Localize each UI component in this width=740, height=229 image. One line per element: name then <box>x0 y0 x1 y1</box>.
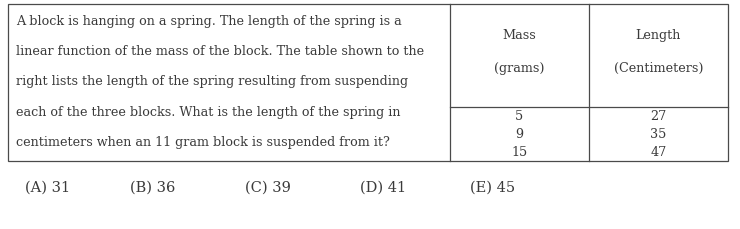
Text: (Centimeters): (Centimeters) <box>613 62 703 75</box>
Text: right lists the length of the spring resulting from suspending: right lists the length of the spring res… <box>16 75 408 88</box>
Text: (grams): (grams) <box>494 62 545 75</box>
Bar <box>8 5 728 161</box>
Text: (D) 41: (D) 41 <box>360 180 406 194</box>
Text: (C) 39: (C) 39 <box>245 180 291 194</box>
Text: each of the three blocks. What is the length of the spring in: each of the three blocks. What is the le… <box>16 105 400 118</box>
Text: 47: 47 <box>650 146 667 159</box>
Text: (A) 31: (A) 31 <box>25 180 70 194</box>
Text: 15: 15 <box>511 146 528 159</box>
Text: Length: Length <box>636 29 682 42</box>
Text: (E) 45: (E) 45 <box>470 180 515 194</box>
Text: 35: 35 <box>650 128 667 141</box>
Text: 27: 27 <box>650 110 667 123</box>
Text: linear function of the mass of the block. The table shown to the: linear function of the mass of the block… <box>16 45 424 58</box>
Text: 5: 5 <box>515 110 524 123</box>
Text: centimeters when an 11 gram block is suspended from it?: centimeters when an 11 gram block is sus… <box>16 135 390 148</box>
Text: (B) 36: (B) 36 <box>130 180 175 194</box>
Text: A block is hanging on a spring. The length of the spring is a: A block is hanging on a spring. The leng… <box>16 15 402 28</box>
Text: Mass: Mass <box>502 29 536 42</box>
Text: 9: 9 <box>516 128 524 141</box>
